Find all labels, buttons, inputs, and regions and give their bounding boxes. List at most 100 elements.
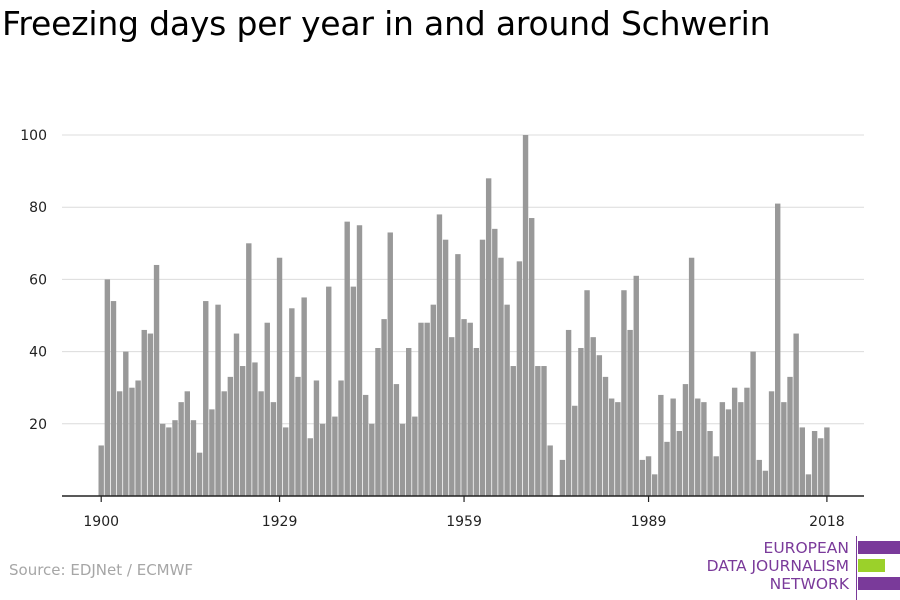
bar-1901 <box>104 279 111 496</box>
x-tick-label: 1929 <box>262 514 298 530</box>
bar-2015 <box>805 474 812 496</box>
bar-2014 <box>799 427 805 496</box>
y-tick-label: 80 <box>29 200 47 216</box>
bar-1921 <box>227 376 234 496</box>
bar-1984 <box>615 402 621 496</box>
bar-1959 <box>461 319 467 496</box>
bar-1979 <box>584 290 590 496</box>
bar-1953 <box>424 322 430 496</box>
bar-1917 <box>203 301 209 496</box>
bar-1973 <box>547 445 553 496</box>
bar-1944 <box>369 423 375 496</box>
bar-1971 <box>535 366 541 496</box>
logo-bar-green <box>858 559 885 572</box>
bar-1956 <box>442 239 449 496</box>
bar-1962 <box>479 239 486 496</box>
y-tick-label: 60 <box>29 272 47 288</box>
bar-1912 <box>172 420 178 496</box>
source-note: Source: EDJNet / ECMWF <box>9 561 194 579</box>
bar-1993 <box>670 398 676 496</box>
y-tick-label: 40 <box>29 345 47 361</box>
bar-1946 <box>381 319 387 496</box>
bar-1924 <box>246 243 252 496</box>
bar-1909 <box>153 264 160 496</box>
bar-1994 <box>676 431 682 496</box>
bar-1991 <box>658 394 664 496</box>
bar-2006 <box>750 351 756 496</box>
y-axis-ticks: 20 40 60 80 100 <box>20 128 47 433</box>
bar-1965 <box>498 257 504 496</box>
bar-1977 <box>572 405 578 496</box>
bar-1927 <box>264 322 270 496</box>
x-tick-label: 1959 <box>446 514 482 530</box>
bar-1947 <box>387 232 393 496</box>
bar-1960 <box>467 322 473 496</box>
bar-1968 <box>516 261 523 496</box>
bar-2016 <box>811 431 818 496</box>
bar-1952 <box>418 322 424 496</box>
bar-1932 <box>295 376 301 496</box>
bar-1920 <box>221 391 227 496</box>
bar-1922 <box>233 333 240 496</box>
logo-bar-purple-top <box>858 541 900 554</box>
bar-1997 <box>695 398 701 496</box>
bars <box>98 135 830 497</box>
bar-1914 <box>184 391 190 496</box>
bar-1978 <box>578 347 584 496</box>
bar-1902 <box>110 301 117 496</box>
bar-2000 <box>713 456 719 496</box>
bar-1985 <box>621 290 627 496</box>
chart-title: Freezing days per year in and around Sch… <box>2 4 771 43</box>
bar-1938 <box>332 416 338 496</box>
bar-1983 <box>608 398 615 496</box>
bar-1935 <box>313 380 320 496</box>
edjnet-logo: EUROPEAN DATA JOURNALISM NETWORK <box>706 536 900 600</box>
bar-1900 <box>98 445 104 496</box>
bar-2011 <box>781 402 787 496</box>
bar-1992 <box>664 441 670 496</box>
bar-2001 <box>719 402 726 496</box>
bar-2009 <box>768 391 775 496</box>
bar-1990 <box>652 474 658 496</box>
bar-1988 <box>639 459 646 496</box>
bar-1940 <box>344 221 350 496</box>
bar-1986 <box>627 329 633 496</box>
bar-1908 <box>147 333 154 496</box>
logo-line-3: NETWORK <box>769 575 849 593</box>
bar-1987 <box>633 275 639 496</box>
bar-1910 <box>160 423 166 496</box>
bar-1957 <box>449 337 455 496</box>
bar-1975 <box>559 459 566 496</box>
logo-line-1: EUROPEAN <box>763 539 849 557</box>
bar-2010 <box>775 203 781 496</box>
bar-1918 <box>209 409 215 496</box>
bar-1939 <box>338 380 344 496</box>
bar-1936 <box>319 423 326 496</box>
bar-1954 <box>430 304 436 496</box>
x-axis-ticks: 1900 1929 1959 1989 2018 <box>62 495 864 530</box>
bar-2012 <box>787 376 793 496</box>
bar-2017 <box>818 438 824 496</box>
x-tick-label: 1900 <box>83 514 119 530</box>
bar-1931 <box>289 308 295 496</box>
logo-rule <box>856 536 857 600</box>
bar-1937 <box>326 286 332 496</box>
bar-1982 <box>602 376 609 496</box>
bar-1911 <box>166 427 172 496</box>
bar-1949 <box>399 423 406 496</box>
bar-2004 <box>738 402 744 496</box>
bar-1948 <box>393 384 400 496</box>
y-tick-label: 100 <box>20 128 47 144</box>
bar-1905 <box>129 387 135 496</box>
bar-1916 <box>196 452 203 496</box>
bar-2005 <box>744 387 750 496</box>
bar-1955 <box>436 214 443 497</box>
logo-line-2: DATA JOURNALISM <box>706 557 849 575</box>
bar-2018 <box>824 427 830 496</box>
bar-1906 <box>135 380 141 496</box>
bar-1972 <box>541 366 547 496</box>
y-tick-label: 20 <box>29 417 47 433</box>
bar-1966 <box>504 304 510 496</box>
bar-1930 <box>283 427 289 496</box>
